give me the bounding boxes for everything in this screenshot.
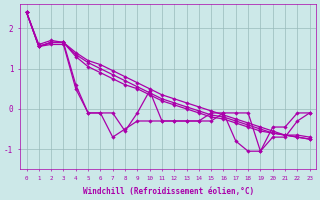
X-axis label: Windchill (Refroidissement éolien,°C): Windchill (Refroidissement éolien,°C)	[83, 187, 254, 196]
